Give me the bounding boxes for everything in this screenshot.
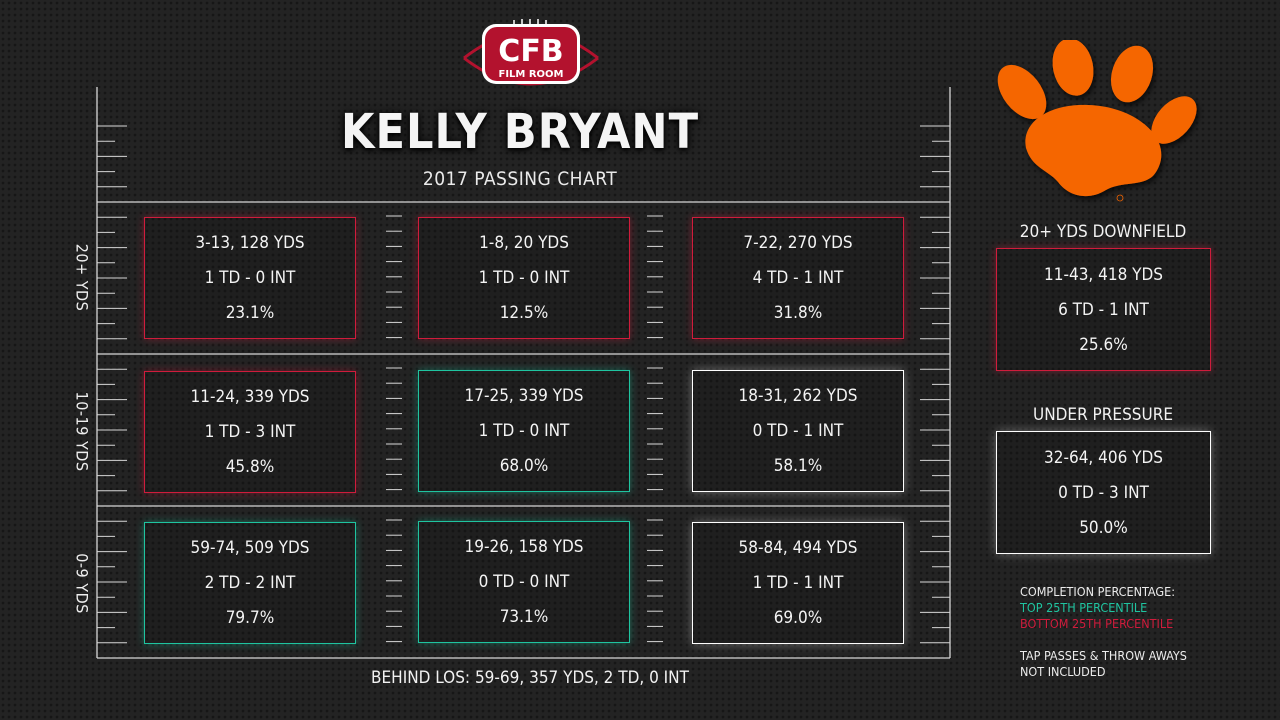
cell-comp-yds: 59-74, 509 YDS — [190, 538, 310, 559]
cell-comp-yds: 19-26, 158 YDS — [464, 537, 584, 558]
legend-heading: COMPLETION PERCENTAGE: — [1020, 584, 1175, 599]
cfb-film-room-logo: CFB FILM ROOM — [458, 14, 604, 90]
pressure-title: UNDER PRESSURE — [1033, 405, 1173, 425]
row-label-0-9: 0-9 YDS — [72, 553, 92, 614]
cell-comp-yds: 1-8, 20 YDS — [479, 233, 569, 254]
cell-intermediate-left: 11-24, 339 YDS 1 TD - 3 INT 45.8% — [144, 371, 356, 493]
row-label-20-plus: 20+ YDS — [72, 243, 92, 312]
page-subtitle: 2017 PASSING CHART — [422, 168, 618, 190]
legend-top-25: TOP 25TH PERCENTILE — [1020, 600, 1148, 615]
cell-comp-yds: 18-31, 262 YDS — [738, 386, 858, 407]
page-title: KELLY BRYANT — [340, 104, 700, 160]
tiger-paw-logo — [996, 40, 1204, 208]
cell-td-int: 2 TD - 2 INT — [204, 572, 296, 593]
cell-pct: 45.8% — [225, 456, 275, 477]
cell-comp-yds: 17-25, 339 YDS — [464, 386, 584, 407]
cell-td-int: 4 TD - 1 INT — [752, 267, 844, 288]
cell-pct: 79.7% — [225, 607, 275, 628]
cell-pct: 68.0% — [499, 455, 549, 476]
cell-td-int: 0 TD - 0 INT — [478, 571, 570, 592]
cell-comp-yds: 58-84, 494 YDS — [738, 538, 858, 559]
cell-td-int: 1 TD - 3 INT — [204, 421, 296, 442]
pressure-comp-yds: 32-64, 406 YDS — [1043, 447, 1164, 468]
behind-los-summary: BEHIND LOS: 59-69, 357 YDS, 2 TD, 0 INT — [371, 668, 689, 688]
pressure-box: 32-64, 406 YDS 0 TD - 3 INT 50.0% — [996, 431, 1211, 554]
cell-intermediate-right: 18-31, 262 YDS 0 TD - 1 INT 58.1% — [692, 370, 904, 492]
downfield-comp-yds: 11-43, 418 YDS — [1043, 264, 1164, 285]
legend: COMPLETION PERCENTAGE: TOP 25TH PERCENTI… — [1020, 584, 1175, 632]
logo-main-text: CFB — [498, 34, 563, 69]
cell-td-int: 1 TD - 0 INT — [478, 420, 570, 441]
logo-sub-text: FILM ROOM — [498, 69, 563, 80]
cell-td-int: 0 TD - 1 INT — [752, 420, 844, 441]
pressure-pct: 50.0% — [1079, 517, 1128, 538]
cell-deep-left: 3-13, 128 YDS 1 TD - 0 INT 23.1% — [144, 217, 356, 339]
cell-td-int: 1 TD - 1 INT — [752, 572, 844, 593]
cell-short-right: 58-84, 494 YDS 1 TD - 1 INT 69.0% — [692, 522, 904, 644]
footnote: TAP PASSES & THROW AWAYS NOT INCLUDED — [1020, 648, 1187, 680]
cell-comp-yds: 7-22, 270 YDS — [743, 233, 853, 254]
legend-bottom-25: BOTTOM 25TH PERCENTILE — [1020, 616, 1174, 631]
cell-pct: 23.1% — [225, 302, 275, 323]
cell-td-int: 1 TD - 0 INT — [478, 267, 570, 288]
row-label-10-19: 10-19 YDS — [72, 391, 92, 472]
cell-short-left: 59-74, 509 YDS 2 TD - 2 INT 79.7% — [144, 522, 356, 644]
tiger-paw-icon — [997, 40, 1197, 202]
cell-intermediate-middle: 17-25, 339 YDS 1 TD - 0 INT 68.0% — [418, 370, 630, 492]
downfield-box: 11-43, 418 YDS 6 TD - 1 INT 25.6% — [996, 248, 1211, 371]
football-logo-icon: CFB FILM ROOM — [463, 19, 599, 86]
cell-pct: 58.1% — [773, 455, 823, 476]
cell-deep-right: 7-22, 270 YDS 4 TD - 1 INT 31.8% — [692, 217, 904, 339]
footnote-line-1: TAP PASSES & THROW AWAYS — [1020, 648, 1187, 663]
footnote-line-2: NOT INCLUDED — [1020, 664, 1106, 679]
downfield-title: 20+ YDS DOWNFIELD — [1019, 222, 1187, 242]
cell-deep-middle: 1-8, 20 YDS 1 TD - 0 INT 12.5% — [418, 217, 630, 339]
cell-comp-yds: 11-24, 339 YDS — [190, 387, 310, 408]
downfield-td-int: 6 TD - 1 INT — [1058, 299, 1149, 320]
cell-pct: 12.5% — [499, 302, 549, 323]
pressure-td-int: 0 TD - 3 INT — [1058, 482, 1149, 503]
cell-td-int: 1 TD - 0 INT — [204, 267, 296, 288]
cell-short-middle: 19-26, 158 YDS 0 TD - 0 INT 73.1% — [418, 521, 630, 643]
cell-pct: 31.8% — [773, 302, 823, 323]
cell-comp-yds: 3-13, 128 YDS — [195, 233, 305, 254]
downfield-pct: 25.6% — [1079, 334, 1128, 355]
cell-pct: 69.0% — [773, 607, 823, 628]
cell-pct: 73.1% — [499, 606, 549, 627]
